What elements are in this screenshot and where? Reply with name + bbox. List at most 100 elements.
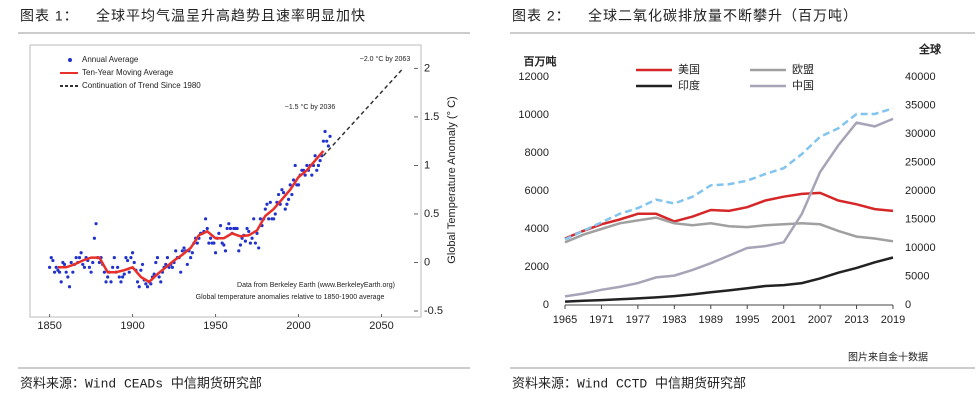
data-point xyxy=(253,241,257,245)
y-tick-label: 10000 xyxy=(518,109,549,121)
data-point xyxy=(74,256,78,260)
x-tick-label: 2007 xyxy=(808,314,832,326)
data-point xyxy=(235,226,239,231)
data-point xyxy=(257,246,261,250)
y2-tick-label: 15000 xyxy=(905,213,936,225)
x-tick-label: 1971 xyxy=(589,314,613,326)
data-point xyxy=(313,154,317,158)
data-point xyxy=(71,270,75,274)
data-point xyxy=(79,251,83,255)
series-line xyxy=(564,216,894,244)
y-axis-label: Global Temperature Anomaly (° C) xyxy=(446,96,458,263)
y-tick-label: 4000 xyxy=(525,223,549,235)
data-point xyxy=(109,280,113,284)
data-point xyxy=(127,270,131,274)
data-point xyxy=(222,243,226,247)
data-point xyxy=(213,251,218,255)
data-point xyxy=(104,280,108,284)
data-point xyxy=(157,275,161,279)
data-point xyxy=(170,265,174,269)
data-point xyxy=(124,256,128,260)
data-point xyxy=(245,226,249,231)
data-point xyxy=(243,239,248,243)
data-point xyxy=(165,256,170,260)
data-point xyxy=(87,265,92,269)
y2-tick-label: 0 xyxy=(905,299,911,311)
data-point xyxy=(237,249,241,253)
x-tick-label: 2050 xyxy=(369,320,393,332)
x-tick-label: 1850 xyxy=(37,320,61,332)
data-point xyxy=(69,260,73,265)
data-point xyxy=(303,173,307,177)
data-point xyxy=(51,258,55,263)
annotation: Data from Berkeley Earth (www.BerkeleyEa… xyxy=(237,282,395,289)
data-point xyxy=(52,270,57,274)
data-point xyxy=(218,224,223,228)
data-point xyxy=(57,270,62,274)
data-point xyxy=(328,134,332,138)
data-point xyxy=(205,226,209,231)
source: 资料来源：Wind CEADs 中信期货研究部 xyxy=(20,375,262,391)
data-point xyxy=(125,258,130,263)
data-point xyxy=(89,270,93,274)
y2-tick-label: 30000 xyxy=(905,128,936,140)
y-tick-label: 0.5 xyxy=(424,208,439,220)
data-point xyxy=(285,202,289,206)
data-point xyxy=(315,168,319,172)
annotation: ~1.5 °C by 2036 xyxy=(285,103,336,111)
legend-label: 欧盟 xyxy=(792,63,814,76)
data-point xyxy=(280,188,284,192)
x-tick-label: 1977 xyxy=(626,314,650,326)
legend-label: 中国 xyxy=(792,79,814,92)
data-point xyxy=(66,275,70,279)
data-point xyxy=(91,260,95,265)
data-point xyxy=(223,249,228,253)
data-point xyxy=(182,246,186,250)
y-axis-label: 百万吨 xyxy=(524,54,557,68)
data-point xyxy=(94,222,98,226)
data-point xyxy=(272,217,276,221)
data-point xyxy=(102,270,106,274)
chart-title: 全球平均气温呈升高趋势且速率明显加快 xyxy=(96,8,366,24)
data-point xyxy=(119,280,123,284)
trend-line xyxy=(322,67,404,157)
data-point xyxy=(252,217,256,221)
data-point xyxy=(203,217,208,221)
data-point xyxy=(228,226,233,231)
x-tick-label: 1965 xyxy=(553,314,577,326)
data-point xyxy=(111,265,115,269)
data-point xyxy=(190,251,194,255)
data-point xyxy=(225,226,229,231)
data-point xyxy=(290,192,294,197)
data-point xyxy=(159,280,163,284)
legend-label: Annual Average xyxy=(82,55,139,64)
legend-label: 印度 xyxy=(678,78,700,92)
data-point xyxy=(281,191,286,195)
legend-label: Ten-Year Moving Average xyxy=(82,68,174,77)
series-line xyxy=(564,191,894,240)
data-point xyxy=(283,207,287,211)
data-point xyxy=(267,217,271,221)
y2-tick-label: 20000 xyxy=(905,185,936,197)
data-point xyxy=(195,241,199,245)
data-point xyxy=(263,207,267,211)
y-tick-label: 12000 xyxy=(518,71,549,83)
plot-frame xyxy=(29,44,422,318)
figure-label: 图表 1： xyxy=(20,8,79,24)
data-point xyxy=(92,236,97,240)
data-point xyxy=(180,249,184,253)
data-point xyxy=(255,231,259,235)
x-tick-label: 1900 xyxy=(120,320,144,332)
legend-label: 美国 xyxy=(678,63,700,76)
watermark: 图片来自金十数据 xyxy=(848,351,928,364)
data-point xyxy=(132,260,136,265)
data-point xyxy=(227,222,231,226)
data-point xyxy=(54,265,58,269)
data-point xyxy=(112,256,116,260)
data-point xyxy=(248,241,252,245)
data-point xyxy=(212,241,216,245)
data-point xyxy=(62,262,67,267)
series-line xyxy=(564,256,894,303)
data-point xyxy=(116,265,120,269)
